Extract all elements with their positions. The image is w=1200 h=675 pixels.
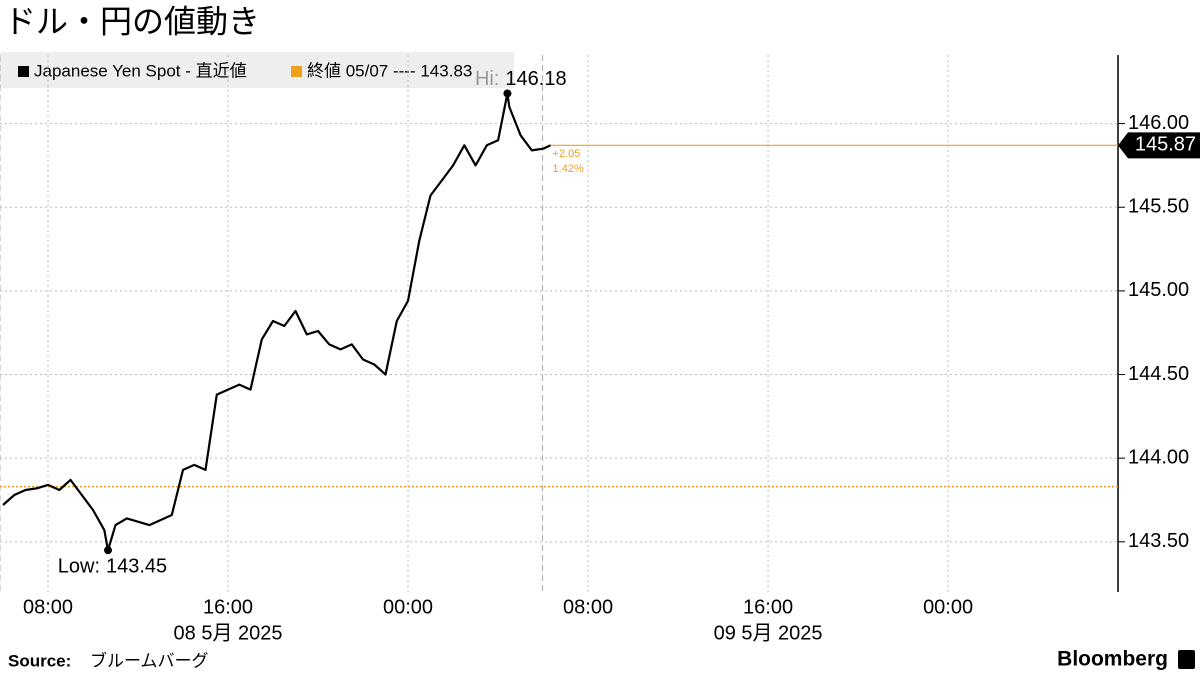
y-tick-label: 143.50 <box>1128 530 1189 552</box>
change-pct-label: 1.42% <box>553 163 584 175</box>
change-label: +2.05 <box>553 148 581 160</box>
y-tick-label: 145.00 <box>1128 279 1189 301</box>
x-tick-label: 16:00 <box>203 596 253 618</box>
x-tick-label: 00:00 <box>923 596 973 618</box>
source: ブルームバーグ <box>90 650 209 670</box>
last-value-label: 145.87 <box>1135 134 1196 156</box>
source-label: Source: <box>8 651 71 670</box>
y-tick-label: 144.00 <box>1128 446 1189 468</box>
brand-icon <box>1178 650 1195 669</box>
legend-box <box>0 52 514 88</box>
x-tick-label: 08:00 <box>563 596 613 618</box>
x-tick-label: 00:00 <box>383 596 433 618</box>
brand: Bloomberg <box>1057 648 1168 671</box>
x-date-label: 08 5月 2025 <box>174 622 283 644</box>
y-tick-label: 145.50 <box>1128 196 1189 218</box>
legend-swatch <box>291 66 302 77</box>
last-value-box <box>1118 132 1200 159</box>
high-marker <box>503 89 512 98</box>
x-date-label: 09 5月 2025 <box>714 622 823 644</box>
legend-label: Japanese Yen Spot - 直近値 <box>34 61 247 80</box>
x-tick-label: 08:00 <box>23 596 73 618</box>
low-value: 143.45 <box>106 555 167 577</box>
y-tick-label: 146.00 <box>1128 112 1189 134</box>
y-tick-label: 144.50 <box>1128 363 1189 385</box>
high-label: Hi: <box>475 68 499 90</box>
price-line <box>2 92 552 552</box>
chart-title: ドル・円の値動き <box>4 3 260 39</box>
low-label: Low: <box>58 555 100 577</box>
high-value: 146.18 <box>505 68 566 90</box>
x-tick-label: 16:00 <box>743 596 793 618</box>
legend-label: 終値 05/07 ---- 143.83 <box>307 61 472 80</box>
low-marker <box>104 546 113 555</box>
legend-swatch <box>18 66 29 77</box>
